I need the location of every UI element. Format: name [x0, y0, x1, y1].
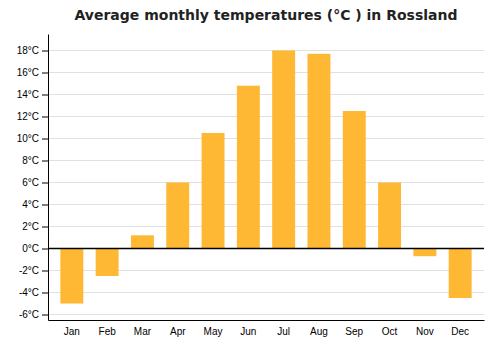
y-tick: -2°C	[19, 265, 48, 276]
chart: -6°C -4°C -2°C 0°C 2°C 4°C 6°C 8°C 10°C 12°C 14°C 1…	[0, 0, 500, 350]
bar	[272, 51, 295, 249]
grid-line	[48, 314, 484, 315]
bar	[202, 133, 225, 249]
y-tick-label: 0°C	[22, 243, 39, 254]
y-tick: 12°C	[17, 111, 48, 122]
bar	[96, 249, 119, 277]
y-tick-label: 18°C	[17, 45, 39, 56]
y-tick-mark	[42, 161, 48, 162]
x-tick: Mar	[134, 326, 152, 337]
x-axis-line	[49, 320, 485, 321]
x-tick-label: Nov	[416, 326, 434, 337]
grid-line	[48, 182, 484, 183]
y-tick-label: 14°C	[17, 89, 39, 100]
y-tick-mark	[42, 95, 48, 96]
y-tick: -6°C	[19, 309, 48, 320]
bar	[237, 86, 260, 249]
x-tick-label: Sep	[345, 326, 363, 337]
x-tick: Jan	[64, 326, 80, 337]
bar	[343, 111, 366, 249]
x-tick: Jun	[240, 326, 256, 337]
grid-line	[48, 116, 484, 117]
y-tick-mark	[42, 139, 48, 140]
x-tick-label: Jun	[240, 326, 256, 337]
grid-line	[48, 292, 484, 293]
y-tick-mark	[42, 51, 48, 52]
grid-line	[48, 226, 484, 227]
y-tick-mark	[42, 227, 48, 228]
y-tick: 10°C	[17, 133, 48, 144]
x-axis: Jan Feb Mar Apr May Jun Jul Aug Sep Oct Nov Dec	[49, 321, 485, 338]
y-tick: 2°C	[22, 221, 48, 232]
y-tick: 0°C	[22, 243, 48, 254]
bar	[307, 54, 330, 249]
y-tick-label: 12°C	[17, 111, 39, 122]
bar	[378, 183, 401, 249]
y-tick-label: -2°C	[19, 265, 39, 276]
grid-line	[48, 72, 484, 73]
x-tick-label: Mar	[134, 326, 152, 337]
plot: -6°C -4°C -2°C 0°C 2°C 4°C 6°C 8°C 10°C 12°C 14°C 1…	[17, 35, 485, 338]
y-tick: 4°C	[22, 199, 48, 210]
grid-line	[48, 160, 484, 161]
y-tick-mark	[42, 117, 48, 118]
x-tick: Jul	[277, 326, 290, 337]
baseline	[48, 248, 484, 250]
y-tick-label: 4°C	[22, 199, 39, 210]
y-tick: 16°C	[17, 67, 48, 78]
x-tick-label: May	[204, 326, 223, 337]
bar	[449, 249, 472, 299]
y-tick: 6°C	[22, 177, 48, 188]
y-axis-line	[48, 35, 49, 321]
x-tick-label: Jan	[64, 326, 80, 337]
x-tick: Feb	[99, 326, 117, 337]
grid-line	[48, 94, 484, 95]
y-tick-label: 8°C	[22, 155, 39, 166]
y-tick-mark	[42, 249, 48, 250]
x-tick: Sep	[345, 326, 363, 337]
y-tick-mark	[42, 73, 48, 74]
x-tick-label: Apr	[170, 326, 186, 337]
bars	[60, 51, 471, 304]
grid-line	[48, 50, 484, 51]
x-tick-label: Aug	[310, 326, 328, 337]
x-tick: Apr	[170, 326, 186, 337]
x-tick: Aug	[310, 326, 328, 337]
bar	[60, 249, 83, 304]
bar	[131, 235, 154, 248]
y-tick-mark	[42, 315, 48, 316]
x-tick-label: Oct	[382, 326, 398, 337]
bar	[166, 183, 189, 249]
x-tick: May	[204, 326, 223, 337]
y-tick-label: 6°C	[22, 177, 39, 188]
y-tick-label: 16°C	[17, 67, 39, 78]
x-tick: Oct	[382, 326, 398, 337]
y-tick-mark	[42, 271, 48, 272]
x-tick-label: Dec	[451, 326, 469, 337]
x-tick-label: Jul	[277, 326, 290, 337]
y-tick-mark	[42, 205, 48, 206]
y-tick-mark	[42, 293, 48, 294]
y-tick-mark	[42, 183, 48, 184]
y-tick: 14°C	[17, 89, 48, 100]
y-tick: 8°C	[22, 155, 48, 166]
title: Average monthly temperatures (°C ) in Ro…	[75, 7, 458, 23]
grid-line	[48, 204, 484, 205]
y-tick: -4°C	[19, 287, 48, 298]
y-tick-label: 10°C	[17, 133, 39, 144]
y-tick-label: -4°C	[19, 287, 39, 298]
grid	[48, 51, 484, 315]
y-tick: 18°C	[17, 45, 48, 56]
x-tick: Dec	[451, 326, 469, 337]
y-tick-label: 2°C	[22, 221, 39, 232]
y-axis: -6°C -4°C -2°C 0°C 2°C 4°C 6°C 8°C 10°C 12°C 14°C 1…	[17, 35, 49, 321]
y-tick-label: -6°C	[19, 309, 39, 320]
grid-line	[48, 138, 484, 139]
bar	[413, 249, 436, 257]
x-tick: Nov	[416, 326, 434, 337]
grid-line	[48, 248, 484, 249]
x-tick-label: Feb	[99, 326, 117, 337]
